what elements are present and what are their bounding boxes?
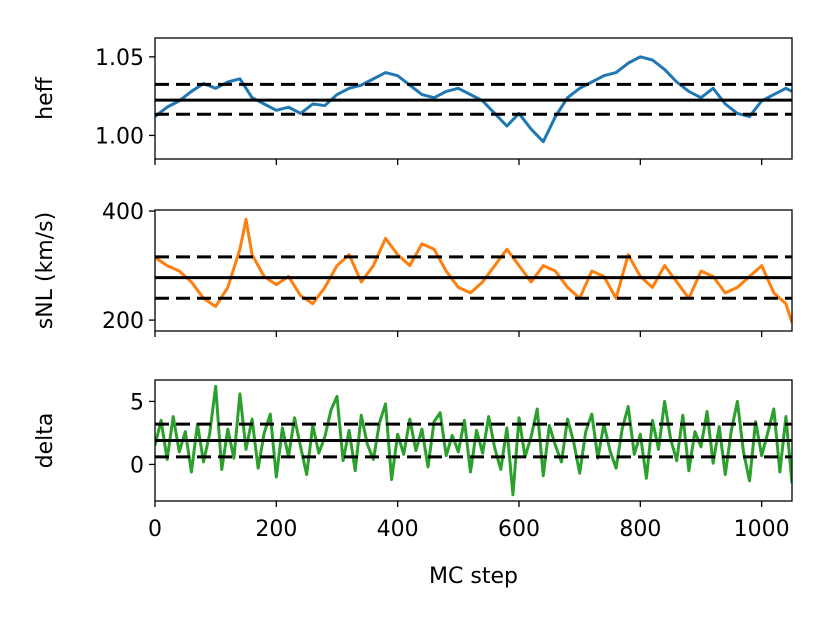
panel-delta: 0 5 0 200 400 600 800 1000 delta MC step [33,379,793,589]
delta-series-line [155,384,792,497]
snl-ytick-label: 200 [102,309,144,334]
delta-xtick-label: 800 [619,517,661,542]
delta-axes-frame [154,379,793,502]
delta-xtick-label: 200 [255,517,297,542]
delta-xtick-label: 0 [148,517,162,542]
heff-ytick-label: 1.05 [95,46,144,71]
panel-snl: 200 400 sNL (km/s) [33,200,793,337]
heff-ytick-label: 1.00 [95,124,144,149]
delta-xtick-label: 400 [377,517,419,542]
delta-xtick-label: 1000 [734,517,790,542]
delta-ytick-label: 5 [130,390,144,415]
heff-series-line [155,55,792,144]
delta-ylabel: delta [33,413,58,469]
heff-axes-frame [154,37,793,160]
panel-heff: 1.00 1.05 heff [33,37,793,165]
delta-xtick-label: 600 [498,517,540,542]
delta-ytick-label: 0 [130,453,144,478]
x-axis-label: MC step [429,564,518,589]
heff-ylabel: heff [33,76,58,119]
snl-axes-frame [154,209,793,332]
snl-ytick-label: 400 [102,200,144,225]
snl-ylabel: sNL (km/s) [33,212,58,329]
